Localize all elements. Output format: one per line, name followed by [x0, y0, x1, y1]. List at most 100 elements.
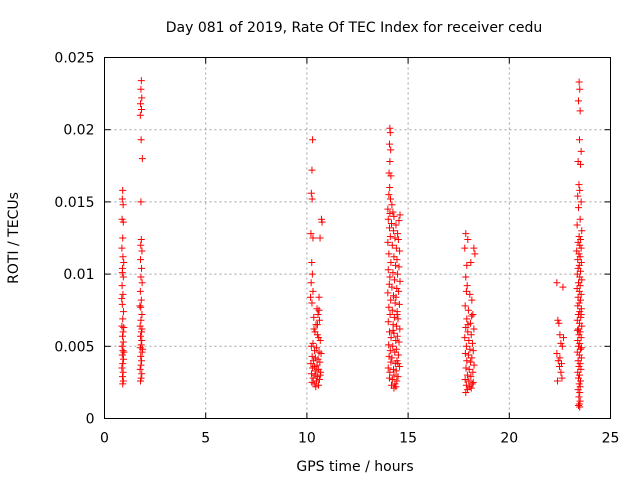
data-point	[391, 234, 399, 242]
data-point	[577, 198, 585, 206]
data-point	[315, 334, 323, 342]
data-point	[307, 189, 315, 197]
data-point	[577, 345, 585, 353]
data-point	[391, 380, 399, 388]
data-point	[386, 157, 394, 165]
data-point	[317, 215, 325, 223]
data-point	[466, 290, 474, 298]
data-point	[393, 285, 401, 293]
data-point	[390, 384, 398, 392]
data-point	[575, 393, 583, 401]
data-point	[386, 209, 394, 217]
x-tick-label: 0	[100, 431, 109, 447]
data-point	[576, 282, 584, 290]
data-point	[119, 218, 127, 226]
data-point	[309, 364, 317, 372]
data-point	[391, 276, 399, 284]
data-point	[119, 347, 127, 355]
data-point	[394, 270, 402, 278]
data-point	[575, 299, 583, 307]
data-point	[317, 350, 325, 358]
data-point	[469, 378, 477, 386]
data-point	[394, 230, 402, 238]
data-point	[576, 339, 584, 347]
data-point	[395, 338, 403, 346]
data-point	[385, 169, 393, 177]
data-point	[577, 160, 585, 168]
data-point	[555, 319, 563, 327]
data-point	[576, 215, 584, 223]
data-point	[396, 363, 404, 371]
x-tick-label: 5	[201, 431, 210, 447]
data-point	[388, 220, 396, 228]
data-point	[575, 261, 583, 269]
data-point	[119, 315, 127, 323]
data-point	[118, 351, 126, 359]
data-point	[388, 376, 396, 384]
data-point	[315, 376, 323, 384]
data-point	[558, 360, 566, 368]
data-point	[464, 321, 472, 329]
data-point	[393, 322, 401, 330]
data-point	[308, 270, 316, 278]
data-point	[311, 347, 319, 355]
data-point	[385, 341, 393, 349]
data-point	[136, 111, 144, 119]
data-point	[137, 256, 145, 264]
data-point	[574, 256, 582, 264]
data-point	[386, 195, 394, 203]
data-point	[576, 136, 584, 144]
data-point	[576, 107, 584, 115]
data-point	[316, 234, 324, 242]
data-point	[119, 338, 127, 346]
data-point	[391, 299, 399, 307]
data-point	[120, 348, 128, 356]
x-tick-label: 15	[399, 431, 417, 447]
plot-frame	[104, 57, 611, 419]
grid-lines	[104, 57, 611, 419]
data-point	[384, 215, 392, 223]
data-point	[390, 371, 398, 379]
data-point	[576, 186, 584, 194]
data-point	[387, 259, 395, 267]
data-point	[463, 282, 471, 290]
data-point	[575, 380, 583, 388]
data-point	[118, 322, 126, 330]
data-point	[388, 306, 396, 314]
data-point	[465, 365, 473, 373]
data-point	[136, 322, 144, 330]
data-point	[137, 241, 145, 249]
y-tick-label: 0.01	[63, 267, 94, 283]
data-point	[578, 276, 586, 284]
data-point	[314, 355, 322, 363]
y-tick-label: 0.02	[63, 123, 94, 139]
data-points	[118, 77, 586, 411]
data-point	[394, 360, 402, 368]
data-point	[138, 94, 146, 102]
data-point	[390, 212, 398, 220]
data-point	[396, 325, 404, 333]
data-point	[309, 374, 317, 382]
data-point	[463, 357, 471, 365]
data-point	[461, 302, 469, 310]
data-point	[573, 221, 581, 229]
data-point	[578, 322, 586, 330]
data-point	[315, 306, 323, 314]
data-point	[389, 269, 397, 277]
data-point	[137, 100, 145, 108]
data-point	[462, 342, 470, 350]
data-point	[577, 296, 585, 304]
data-point	[554, 357, 562, 365]
data-point	[463, 371, 471, 379]
data-point	[576, 389, 584, 397]
data-point	[554, 316, 562, 324]
data-point	[119, 368, 127, 376]
data-point	[470, 244, 478, 252]
data-point	[466, 358, 474, 366]
data-point	[392, 367, 400, 375]
data-point	[386, 233, 394, 241]
data-point	[385, 328, 393, 336]
data-point	[469, 368, 477, 376]
data-point	[118, 295, 126, 303]
